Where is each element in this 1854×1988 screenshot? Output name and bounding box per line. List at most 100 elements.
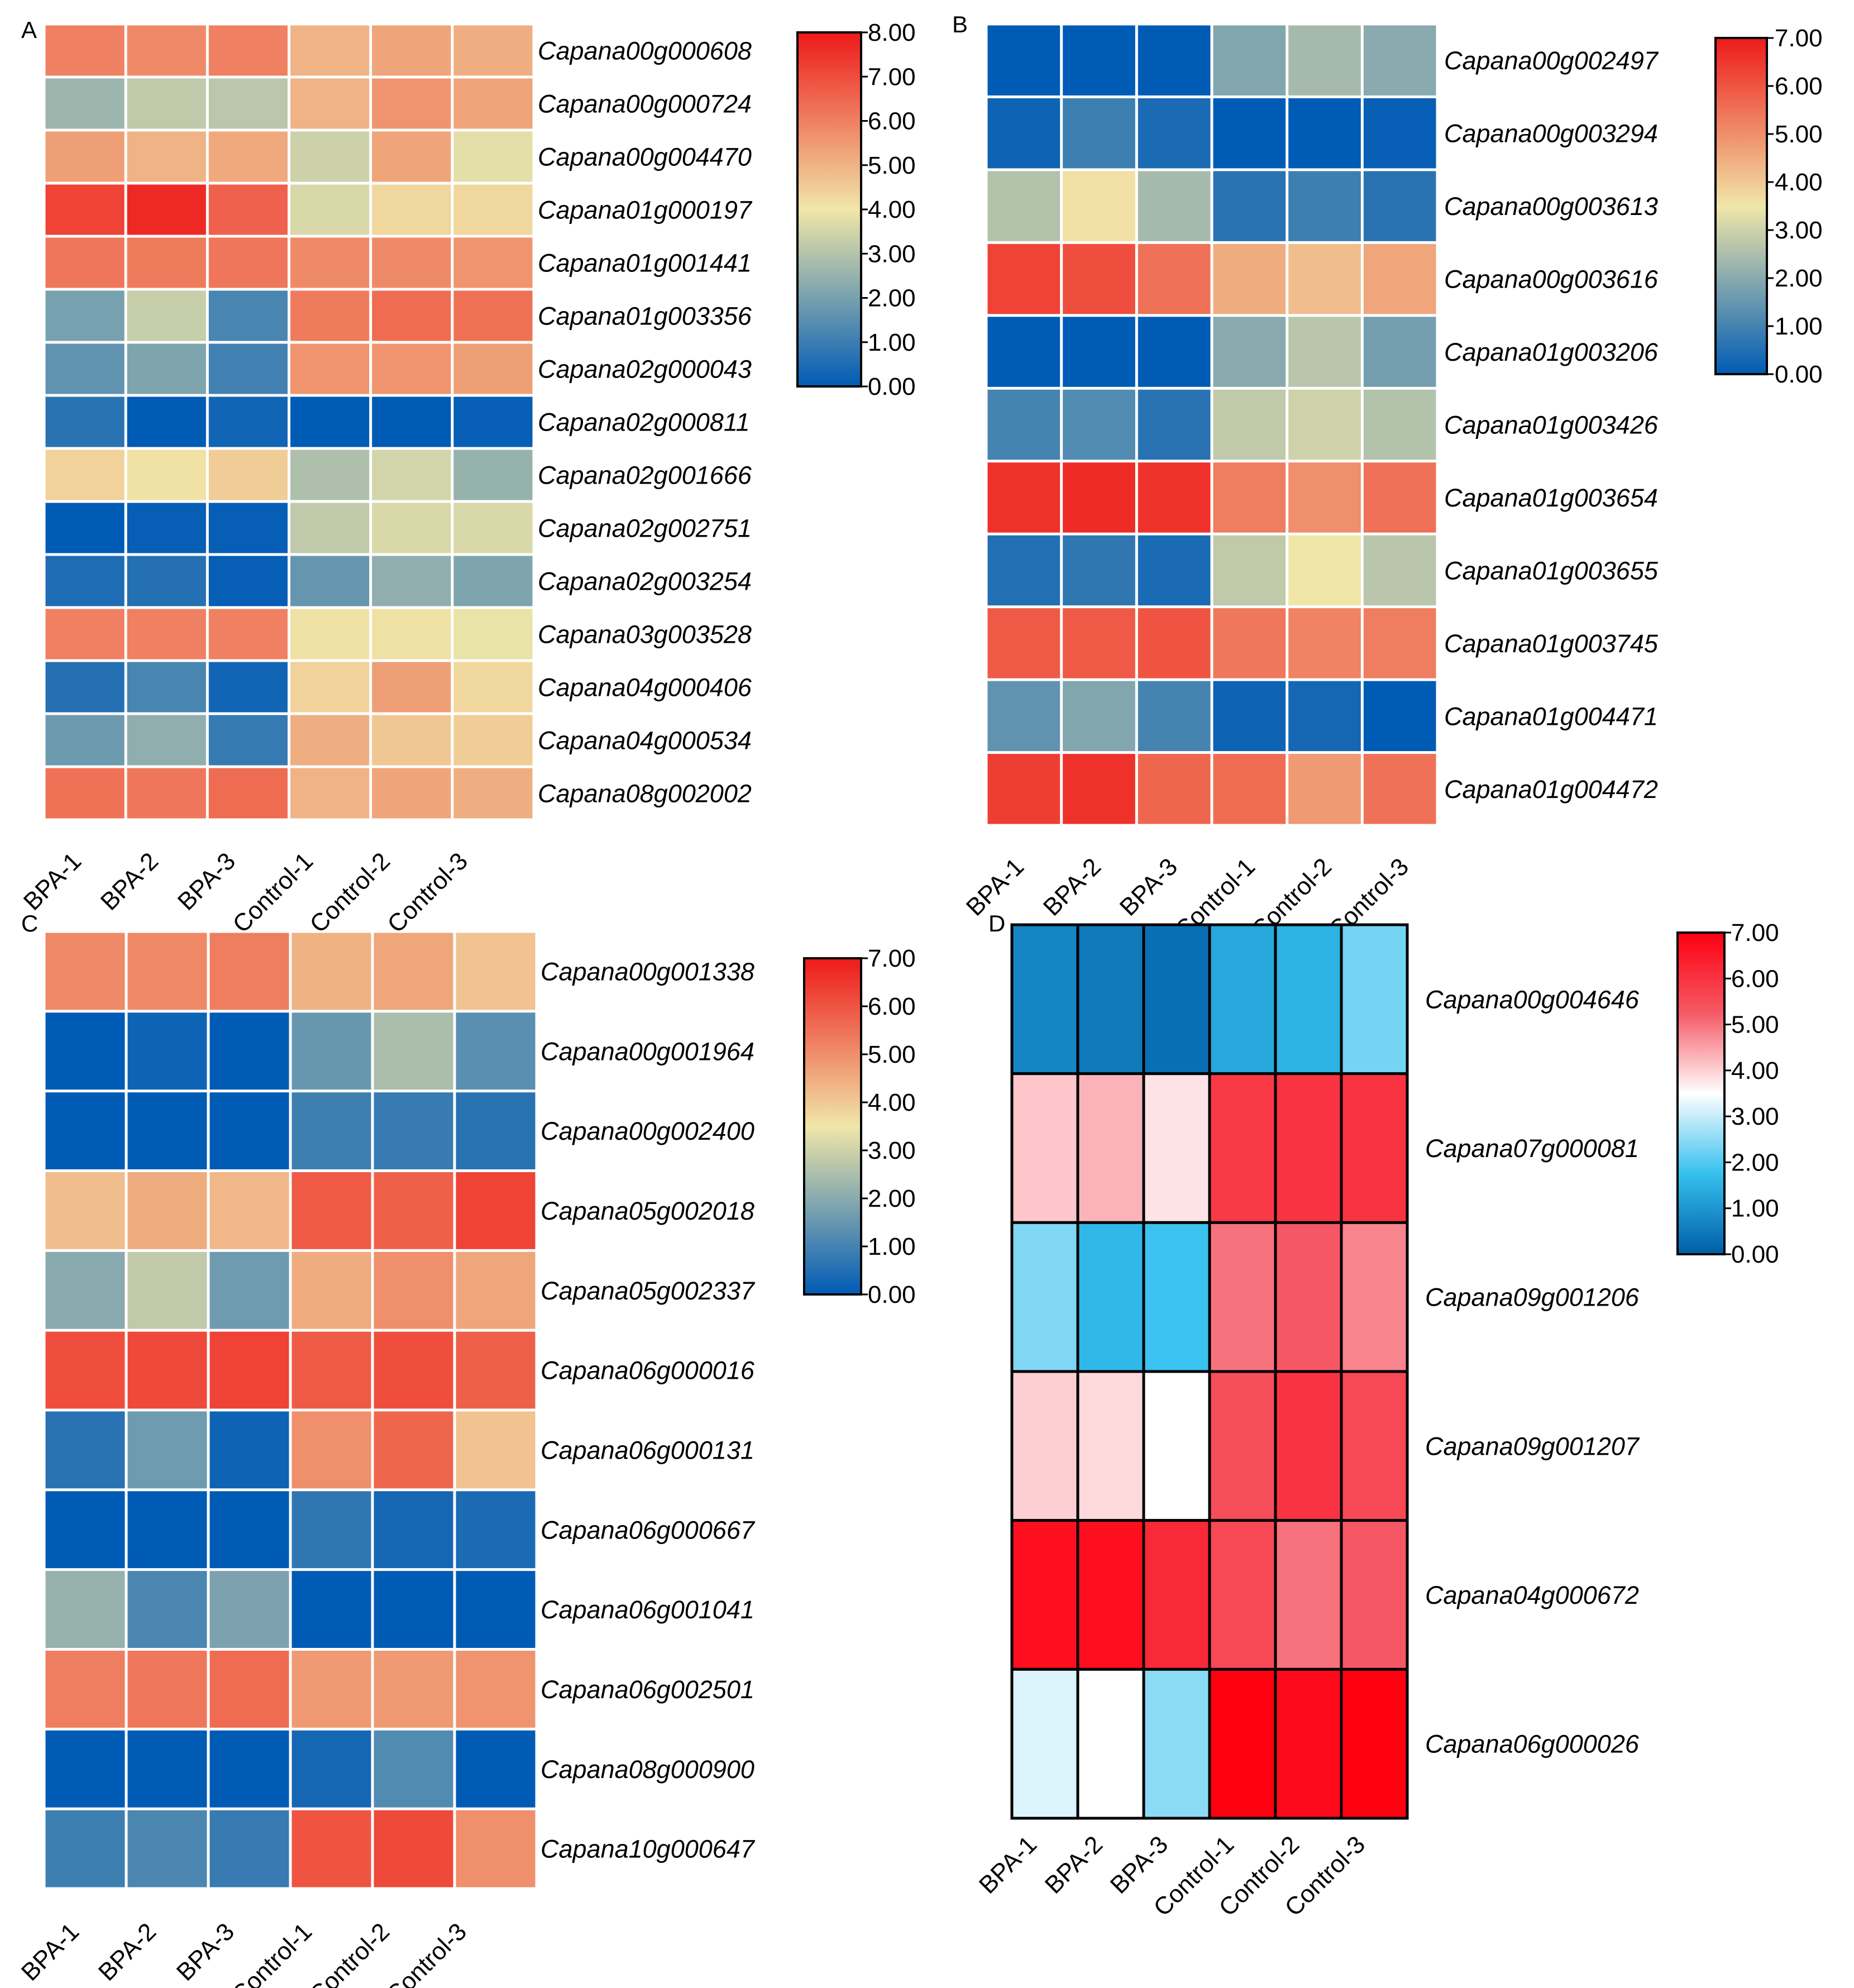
colorbar-tick-label: 5.00 (1731, 1011, 1779, 1039)
heatmap-cells (45, 25, 533, 819)
heatmap-cell (453, 237, 533, 288)
heatmap-cell (292, 1571, 371, 1648)
colorbar-tick-label: 5.00 (868, 152, 916, 179)
heatmap-cell (209, 1810, 289, 1887)
row-label: Capana00g001338 (541, 957, 754, 986)
heatmap-cell (45, 184, 125, 235)
heatmap-cell (127, 662, 206, 713)
heatmap-cell (372, 715, 451, 766)
heatmap-cell (1288, 535, 1361, 606)
heatmap-cell (290, 25, 370, 76)
heatmap-cell (1340, 1519, 1409, 1671)
column-label: BPA-2 (95, 847, 164, 915)
heatmap-cell (208, 503, 288, 553)
heatmap-cell (372, 184, 451, 235)
heatmap-cell (374, 1651, 453, 1728)
colorbar-tick-label: 3.00 (868, 240, 916, 267)
colorbar-tick-label: 6.00 (1731, 965, 1779, 992)
colorbar-tick-label: 2.00 (1731, 1149, 1779, 1176)
row-label: Capana00g003616 (1444, 265, 1659, 294)
row-label: Capana02g002751 (538, 514, 752, 543)
heatmap-cell (292, 933, 371, 1010)
heatmap-cell (1063, 535, 1135, 606)
colorbar-tick-label: 4.00 (1775, 169, 1823, 196)
heatmap-cell (1138, 98, 1211, 169)
heatmap-cell (127, 131, 206, 182)
heatmap-cell (209, 933, 289, 1010)
colorbar-tick-label: 3.00 (1731, 1103, 1779, 1130)
heatmap-cell (1142, 1519, 1211, 1671)
row-label: Capana06g000131 (541, 1436, 754, 1464)
colorbar-tick-label: 1.00 (1775, 313, 1823, 340)
heatmap-cell (1288, 389, 1361, 460)
heatmap-cell (1138, 681, 1211, 752)
colorbar-tick-label: 6.00 (868, 993, 916, 1020)
heatmap-cell (1363, 462, 1436, 533)
heatmap-cell (127, 768, 206, 819)
heatmap-cell (292, 1092, 371, 1169)
heatmap-cell (127, 556, 206, 606)
row-label: Capana00g003613 (1444, 192, 1658, 221)
heatmap-cell (292, 1730, 371, 1808)
heatmap-cell (1063, 243, 1135, 314)
heatmap-cell (127, 450, 206, 500)
heatmap-cell (987, 25, 1060, 95)
heatmap-cell (292, 1411, 371, 1489)
heatmap-cell (208, 768, 288, 819)
colorbar-tick-label: 7.00 (1731, 919, 1779, 947)
heatmap-cell (1063, 25, 1135, 95)
column-label: Control-1 (227, 847, 318, 938)
colorbar-tick-label: 2.00 (1775, 265, 1823, 292)
heatmap-cell (1076, 1519, 1145, 1671)
heatmap-cell (1063, 171, 1135, 241)
heatmap-cell (45, 1571, 125, 1648)
row-label: Capana00g002400 (541, 1117, 754, 1145)
heatmap-cell (1340, 1370, 1409, 1522)
row-label: Capana04g000534 (538, 727, 752, 755)
heatmap-cell (1076, 1221, 1145, 1373)
heatmap-cell (456, 1251, 536, 1329)
heatmap-cell (374, 1331, 453, 1409)
heatmap-cell (1288, 243, 1361, 314)
column-label: Control-2 (304, 1918, 395, 1988)
heatmap-cell (292, 1331, 371, 1409)
heatmap-cell (127, 1810, 207, 1887)
heatmap-cell (987, 754, 1060, 824)
heatmap-cell (374, 933, 453, 1010)
heatmap-cell (1363, 754, 1436, 824)
heatmap-cell (1288, 681, 1361, 752)
heatmap-cell (1063, 389, 1135, 460)
heatmap-cell (208, 131, 288, 182)
row-label: Capana01g003654 (1444, 484, 1658, 512)
heatmap-cell (372, 768, 451, 819)
heatmap-cell (290, 503, 370, 553)
heatmap-cell (1274, 923, 1343, 1076)
heatmap-cell (1288, 462, 1361, 533)
heatmap-cell (1213, 317, 1286, 387)
heatmap-cell (208, 450, 288, 500)
heatmap-cell (372, 503, 451, 553)
heatmap-cell (1138, 535, 1211, 606)
heatmap-cell (1208, 1667, 1277, 1820)
heatmap-cell (45, 78, 125, 129)
heatmap-cell (1208, 1370, 1277, 1522)
heatmap-cells (987, 25, 1436, 824)
colorbar-tick-label: 7.00 (868, 63, 916, 90)
heatmap-cell (1363, 608, 1436, 678)
heatmap-cell (453, 556, 533, 606)
heatmap-cell (372, 450, 451, 500)
colorbar-tick-label: 1.00 (1731, 1195, 1779, 1222)
heatmap-cell (127, 1172, 207, 1249)
heatmap-cell (209, 1012, 289, 1090)
row-label: Capana09g001207 (1425, 1432, 1640, 1460)
heatmap-cell (1213, 608, 1286, 678)
heatmap-cell (45, 609, 125, 660)
heatmap-cell (1213, 171, 1286, 241)
heatmap-cell (209, 1331, 289, 1409)
heatmap-cell (456, 1331, 536, 1409)
heatmap-cell (1274, 1221, 1343, 1373)
heatmap-cell (290, 768, 370, 819)
heatmap-cell (45, 1730, 125, 1808)
heatmap-cell (372, 343, 451, 394)
